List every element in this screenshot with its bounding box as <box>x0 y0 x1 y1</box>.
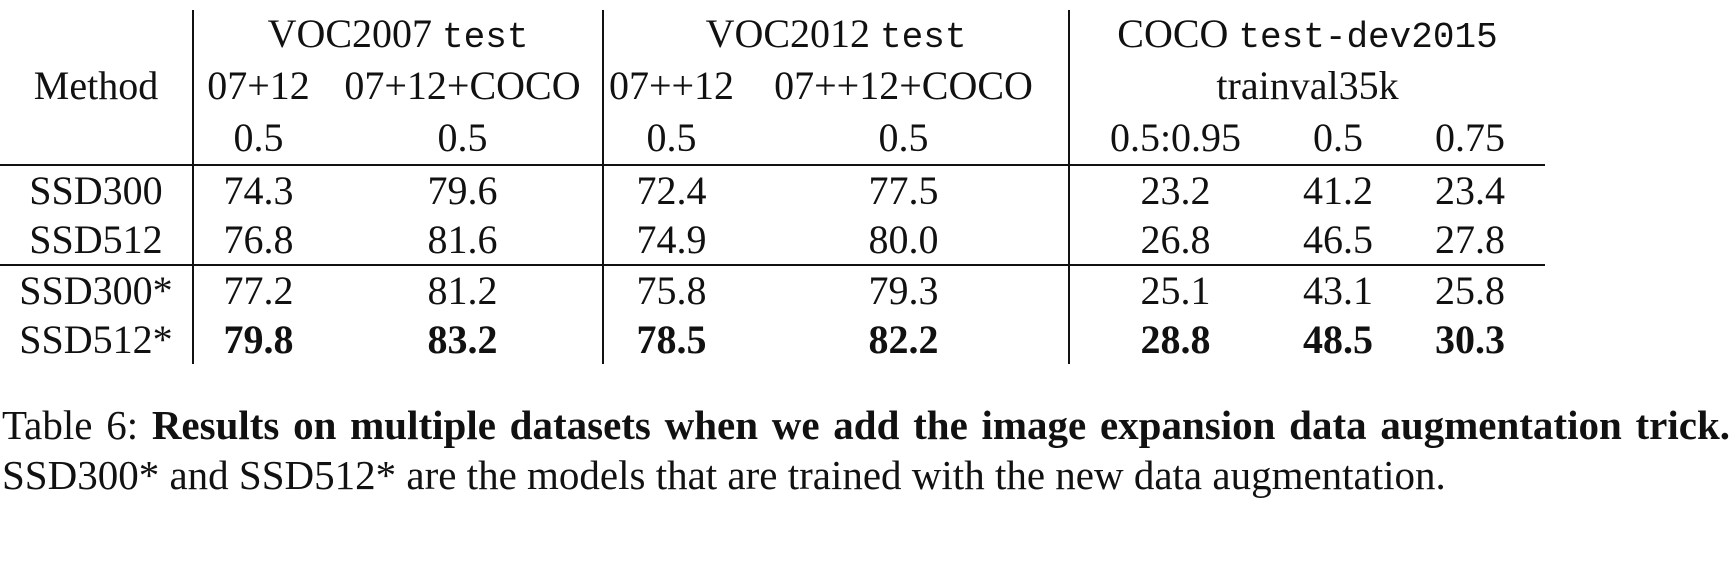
value-cell: 43.1 <box>1281 264 1395 315</box>
header-voc2007: VOC2007 test <box>192 10 603 60</box>
dataset-name: COCO <box>1117 11 1229 56</box>
iou-threshold: 0.5 <box>878 115 929 160</box>
train-set: trainval35k <box>1068 60 1545 112</box>
header-voc2012: VOC2012 test <box>602 10 1069 60</box>
caption-text: SSD300* and SSD512* are the models that … <box>2 452 1446 498</box>
iou-threshold: 0.5 <box>1313 115 1363 160</box>
value-cell: 80.0 <box>868 216 939 262</box>
value-cell: 48.5 <box>1303 316 1373 362</box>
table-row: SSD300 74.3 79.6 72.4 77.5 23.2 41.2 23.… <box>0 164 1545 215</box>
header-row-train-sets: Method 07+12 07+12+COCO 07++12 07++12+CO… <box>0 60 1545 112</box>
value-cell: 26.8 <box>1068 215 1281 265</box>
value-cell: 28.8 <box>1068 315 1281 364</box>
value-cell: 79.6 <box>323 164 603 215</box>
value-cell: 81.2 <box>323 264 603 315</box>
value-cell: 25.8 <box>1395 264 1545 315</box>
header-empty-cell <box>0 10 193 60</box>
value-cell: 41.2 <box>1281 164 1395 215</box>
table-row: SSD300* 77.2 81.2 75.8 79.3 25.1 43.1 25… <box>0 264 1545 315</box>
train-set: 07+12+COCO <box>344 63 581 108</box>
iou-threshold: 0.75 <box>1435 115 1505 160</box>
value-cell: 78.5 <box>602 315 739 364</box>
method-name: SSD300* <box>0 264 193 315</box>
iou-threshold: 0.5 <box>437 115 488 160</box>
value-cell: 46.5 <box>1303 216 1373 262</box>
train-set: 07++12+COCO <box>774 63 1033 108</box>
iou-threshold: 0.5:0.95 <box>1068 112 1281 165</box>
dataset-name: VOC2012 <box>705 11 871 56</box>
results-table: VOC2007 test VOC2012 test COCO test-dev2… <box>0 10 1545 364</box>
value-cell: 74.3 <box>192 164 323 215</box>
dataset-split: test <box>442 17 529 58</box>
header-method: Method <box>33 63 159 108</box>
iou-threshold: 0.5 <box>602 112 739 165</box>
value-cell: 79.8 <box>192 315 323 364</box>
value-cell: 74.9 <box>602 215 739 265</box>
dataset-name: VOC2007 <box>267 11 433 56</box>
dataset-split: test <box>880 17 967 58</box>
train-set: 07+12 <box>192 60 323 112</box>
value-cell: 76.8 <box>192 215 323 265</box>
value-cell: 81.6 <box>427 216 498 262</box>
value-cell: 83.2 <box>427 316 498 362</box>
value-cell: 25.1 <box>1068 264 1281 315</box>
value-cell: 27.8 <box>1435 216 1505 262</box>
header-row-datasets: VOC2007 test VOC2012 test COCO test-dev2… <box>0 10 1545 60</box>
table-row-best: SSD512* 79.8 83.2 78.5 82.2 28.8 48.5 30… <box>0 315 1545 364</box>
value-cell: 82.2 <box>868 316 939 362</box>
value-cell: 23.2 <box>1068 164 1281 215</box>
value-cell: 77.5 <box>739 164 1069 215</box>
header-coco: COCO test-dev2015 <box>1068 10 1545 60</box>
value-cell: 75.8 <box>602 264 739 315</box>
value-cell: 30.3 <box>1435 316 1505 362</box>
method-name: SSD512 <box>29 216 163 262</box>
table-caption: Table 6: Results on multiple datasets wh… <box>2 400 1730 500</box>
method-name: SSD300 <box>0 164 193 215</box>
value-cell: 77.2 <box>192 264 323 315</box>
dataset-split: test-dev2015 <box>1238 17 1498 58</box>
table-row: SSD512 76.8 81.6 74.9 80.0 26.8 46.5 27.… <box>0 215 1545 265</box>
header-row-iou: 0.5 0.5 0.5 0.5 0.5:0.95 0.5 0.75 <box>0 112 1545 165</box>
value-cell: 79.3 <box>739 264 1069 315</box>
value-cell: 72.4 <box>602 164 739 215</box>
method-name: SSD512* <box>19 316 173 362</box>
train-set: 07++12 <box>602 60 739 112</box>
value-cell: 23.4 <box>1395 164 1545 215</box>
header-empty-cell <box>0 112 193 165</box>
caption-label: Table 6: <box>2 402 139 448</box>
caption-bold-text: Results on multiple datasets when we add… <box>151 402 1730 448</box>
iou-threshold: 0.5 <box>192 112 323 165</box>
